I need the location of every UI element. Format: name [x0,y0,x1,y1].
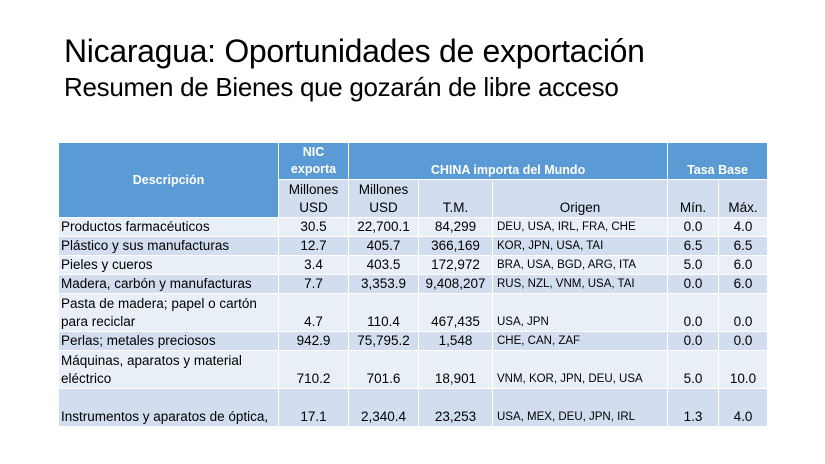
cell-origen: USA, MEX, DEU, JPN, IRL [491,388,669,427]
subheader-tm: T.M. [418,179,493,218]
cell-china-millones: 2,340.4 [348,388,419,427]
cell-min: 1.3 [667,388,720,427]
header-descripcion: Descripción [58,142,279,218]
cell-max: 0.0 [718,293,769,332]
cell-min: 6.5 [667,236,720,256]
cell-max: 0.0 [718,331,769,351]
cell-tm: 172,972 [418,255,493,275]
table-row: Pieles y cueros 3.4 403.5 172,972 BRA, U… [58,255,769,275]
subheader-min: Mín. [667,179,720,218]
cell-min: 0.0 [667,274,720,294]
cell-tm: 366,169 [418,236,493,256]
cell-nic-millones: 942.9 [278,331,349,351]
cell-min: 0.0 [667,217,720,237]
table-row: Máquinas, aparatos y material eléctrico … [58,350,769,389]
cell-tm: 467,435 [418,293,493,332]
cell-nic-millones: 30.5 [278,217,349,237]
table-row: Perlas; metales preciosos 942.9 75,795.2… [58,331,769,351]
cell-max: 6.5 [718,236,769,256]
subheader-nic-millones: Millones USD [278,179,349,218]
cell-origen: KOR, JPN, USA, TAI [491,236,669,256]
cell-tm: 1,548 [418,331,493,351]
table-row: Plástico y sus manufacturas 12.7 405.7 3… [58,236,769,256]
cell-max: 6.0 [718,274,769,294]
cell-origen: CHE, CAN, ZAF [491,331,669,351]
cell-nic-millones: 17.1 [278,388,349,427]
header-nic-exporta: NIC exporta [278,142,349,180]
cell-descripcion: Perlas; metales preciosos [58,331,279,351]
slide-subtitle: Resumen de Bienes que gozarán de libre a… [64,72,619,102]
cell-china-millones: 403.5 [348,255,419,275]
cell-descripcion: Pieles y cueros [58,255,279,275]
cell-descripcion: Plástico y sus manufacturas [58,236,279,256]
cell-origen: DEU, USA, IRL, FRA, CHE [491,217,669,237]
cell-china-millones: 22,700.1 [348,217,419,237]
cell-china-millones: 110.4 [348,293,419,332]
cell-min: 0.0 [667,293,720,332]
cell-min: 5.0 [667,255,720,275]
subheader-max: Máx. [718,179,769,218]
cell-descripcion: Máquinas, aparatos y material eléctrico [58,350,279,389]
subheader-origen: Origen [491,179,669,218]
cell-origen: USA, JPN [491,293,669,332]
cell-descripcion: Pasta de madera; papel o cartón para rec… [58,293,279,332]
cell-origen: VNM, KOR, JPN, DEU, USA [491,350,669,389]
slide-title: Nicaragua: Oportunidades de exportación [64,33,645,69]
subheader-china-millones: Millones USD [348,179,419,218]
cell-max: 10.0 [718,350,769,389]
cell-origen: BRA, USA, BGD, ARG, ITA [491,255,669,275]
table-row: Instrumentos y aparatos de óptica, 17.1 … [58,388,769,427]
cell-china-millones: 405.7 [348,236,419,256]
cell-max: 6.0 [718,255,769,275]
table-row: Productos farmacéuticos 30.5 22,700.1 84… [58,217,769,237]
cell-nic-millones: 3.4 [278,255,349,275]
cell-nic-millones: 4.7 [278,293,349,332]
cell-origen: RUS, NZL, VNM, USA, TAI [491,274,669,294]
cell-max: 4.0 [718,388,769,427]
cell-nic-millones: 12.7 [278,236,349,256]
cell-tm: 18,901 [418,350,493,389]
cell-descripcion: Madera, carbón y manufacturas [58,274,279,294]
export-opportunities-table: Descripción NIC exporta CHINA importa de… [58,142,769,427]
cell-nic-millones: 710.2 [278,350,349,389]
cell-tm: 84,299 [418,217,493,237]
table-row: Pasta de madera; papel o cartón para rec… [58,293,769,332]
cell-china-millones: 701.6 [348,350,419,389]
cell-min: 5.0 [667,350,720,389]
cell-china-millones: 75,795.2 [348,331,419,351]
cell-nic-millones: 7.7 [278,274,349,294]
cell-china-millones: 3,353.9 [348,274,419,294]
cell-min: 0.0 [667,331,720,351]
cell-max: 4.0 [718,217,769,237]
cell-descripcion: Instrumentos y aparatos de óptica, [58,388,279,427]
header-china-importa: CHINA importa del Mundo [347,142,669,180]
cell-tm: 23,253 [418,388,493,427]
cell-descripcion: Productos farmacéuticos [58,217,279,237]
header-tasa-base: Tasa Base [667,142,769,180]
table-row: Madera, carbón y manufacturas 7.7 3,353.… [58,274,769,294]
cell-tm: 9,408,207 [418,274,493,294]
